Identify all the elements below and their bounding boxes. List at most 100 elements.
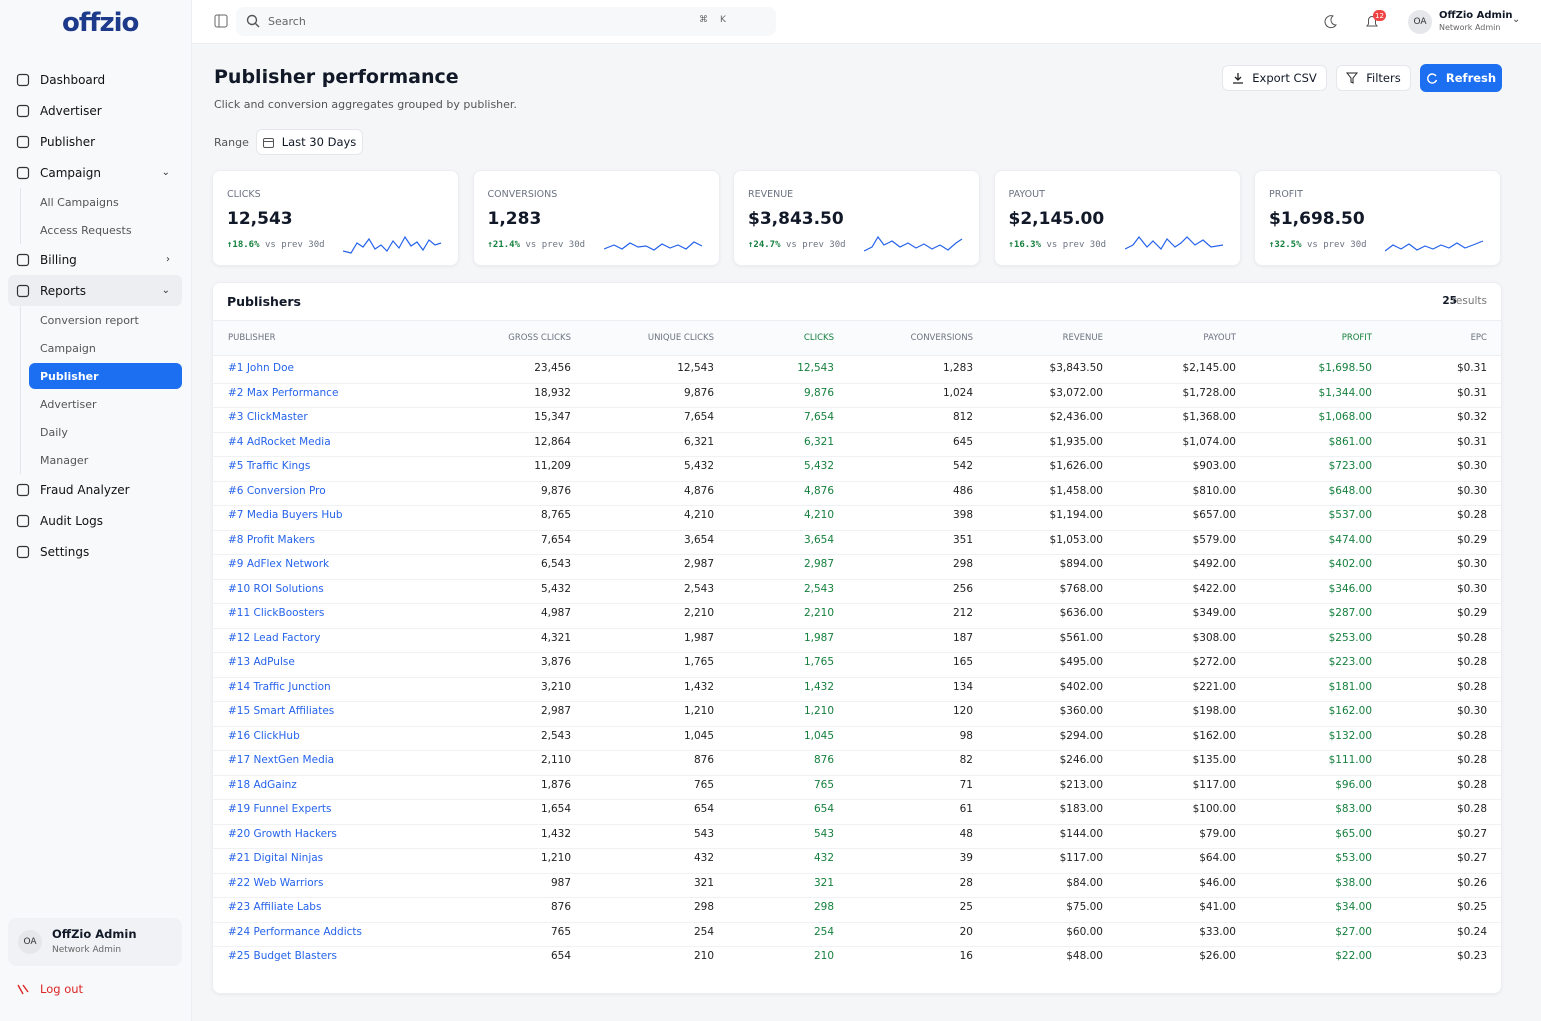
table-cell: $422.00 <box>1192 582 1236 595</box>
nav-subitem[interactable]: Access Requests <box>40 223 132 237</box>
table-cell: 1,283 <box>942 362 973 374</box>
nav-item[interactable]: Fraud Analyzer <box>8 474 182 505</box>
publisher-link[interactable]: #12 Lead Factory <box>228 631 321 644</box>
nav-item[interactable]: Publisher <box>8 126 182 157</box>
table-cell: $223.00 <box>1328 656 1372 668</box>
nav-item[interactable]: Billing › <box>8 244 182 275</box>
nav-label: Fraud Analyzer <box>40 482 130 497</box>
row-divider <box>213 799 1501 800</box>
table-cell: $308.00 <box>1192 631 1236 644</box>
table-cell: $349.00 <box>1192 607 1236 619</box>
kpi-change: ↑24.7% vs prev 30d <box>748 240 846 250</box>
nav-item[interactable]: Settings <box>8 536 182 567</box>
table-cell: $0.25 <box>1456 901 1487 913</box>
publisher-link[interactable]: #17 NextGen Media <box>228 754 335 766</box>
nav-item[interactable]: Campaign ⌄ <box>8 157 182 188</box>
publisher-link[interactable]: #11 ClickBoosters <box>228 607 325 619</box>
publisher-link[interactable]: #25 Budget Blasters <box>228 950 337 962</box>
export-button[interactable]: Export CSV <box>1222 65 1327 91</box>
table-cell: $26.00 <box>1199 950 1236 962</box>
kpi-card: PROFIT $1,698.50 ↑32.5% vs prev 30d <box>1254 170 1501 266</box>
table-cell: $1,935.00 <box>1049 435 1103 448</box>
table-cell: $221.00 <box>1192 680 1236 693</box>
nav-item[interactable]: Dashboard <box>8 64 182 95</box>
publisher-link[interactable]: #4 AdRocket Media <box>228 435 331 448</box>
nav-item[interactable]: Audit Logs <box>8 505 182 536</box>
nav-subitem[interactable]: Campaign <box>40 341 96 355</box>
table-cell: 432 <box>813 852 834 864</box>
theme-toggle[interactable] <box>1322 14 1338 30</box>
table-cell: $83.00 <box>1335 803 1372 815</box>
nav-subitem[interactable]: Conversion report <box>40 313 139 327</box>
range-picker[interactable]: Last 30 Days <box>256 129 363 155</box>
row-divider <box>213 774 1501 776</box>
table-cell: 210 <box>813 950 834 962</box>
publisher-link[interactable]: #8 Profit Makers <box>228 533 315 546</box>
table-cell: $1,626.00 <box>1049 460 1103 472</box>
publisher-link[interactable]: #3 ClickMaster <box>228 411 308 423</box>
table-cell: $3,843.50 <box>1049 362 1103 374</box>
table-cell: 298 <box>693 901 714 913</box>
user-menu-chevron[interactable]: ⌄ <box>1512 14 1521 25</box>
publisher-link[interactable]: #2 Max Performance <box>228 386 339 399</box>
table-cell: $903.00 <box>1192 460 1236 472</box>
nav-subitem[interactable]: Publisher <box>29 363 182 389</box>
publisher-link[interactable]: #21 Digital Ninjas <box>228 852 324 864</box>
refresh-button[interactable]: Refresh <box>1420 64 1502 92</box>
nav-item[interactable]: Advertiser <box>8 95 182 126</box>
search-box[interactable]: Search ⌘ K <box>236 7 776 36</box>
nav-subitem[interactable]: Advertiser <box>40 397 97 411</box>
kpi-change: ↑32.5% vs prev 30d <box>1269 240 1367 250</box>
nav-item[interactable]: Reports ⌄ <box>8 275 182 306</box>
chevron: › <box>166 254 170 265</box>
avatar[interactable]: OA <box>1408 10 1432 34</box>
kpi-value: $2,145.00 <box>1008 209 1105 229</box>
publisher-link[interactable]: #18 AdGainz <box>228 778 297 791</box>
nav-subitem[interactable]: Manager <box>40 453 89 467</box>
publisher-link[interactable]: #20 Growth Hackers <box>228 827 337 840</box>
publisher-link[interactable]: #7 Media Buyers Hub <box>228 509 343 521</box>
publisher-link[interactable]: #24 Performance Addicts <box>228 925 362 938</box>
publisher-link[interactable]: #15 Smart Affiliates <box>228 705 335 717</box>
publisher-link[interactable]: #1 John Doe <box>228 362 294 374</box>
publisher-link[interactable]: #19 Funnel Experts <box>228 803 332 815</box>
logout[interactable]: Log out <box>16 982 83 996</box>
kpi-label: CONVERSIONS <box>487 189 558 200</box>
publisher-link[interactable]: #10 ROI Solutions <box>228 582 324 595</box>
publisher-link[interactable]: #22 Web Warriors <box>228 876 324 889</box>
publisher-link[interactable]: #23 Affiliate Labs <box>228 901 322 913</box>
row-divider <box>213 701 1501 702</box>
publisher-link[interactable]: #5 Traffic Kings <box>228 460 311 472</box>
table-cell: 12,864 <box>534 435 571 448</box>
kpi-label: PROFIT <box>1269 189 1303 200</box>
nav-subitem[interactable]: All Campaigns <box>40 195 119 209</box>
table-cell: 3,210 <box>540 680 571 693</box>
table-cell: 2,210 <box>803 607 834 619</box>
table-cell: $287.00 <box>1328 607 1372 619</box>
table-cell: 254 <box>813 925 834 938</box>
publisher-link[interactable]: #13 AdPulse <box>228 656 295 668</box>
table-cell: $1,053.00 <box>1049 533 1103 546</box>
nav-subitem[interactable]: Daily <box>40 425 68 439</box>
row-divider <box>213 872 1501 874</box>
kpi-value: $1,698.50 <box>1269 209 1365 229</box>
calendar-icon <box>262 137 274 148</box>
publisher-link[interactable]: #6 Conversion Pro <box>228 484 326 497</box>
filters-button[interactable]: Filters <box>1336 65 1411 91</box>
user-card[interactable]: OA OffZio Admin Network Admin <box>8 918 182 966</box>
logout-label: Log out <box>40 982 84 996</box>
table-cell: $117.00 <box>1059 852 1103 864</box>
notifications[interactable] <box>1364 14 1380 30</box>
row-divider <box>213 382 1501 384</box>
publisher-link[interactable]: #9 AdFlex Network <box>228 558 330 570</box>
publisher-link[interactable]: #14 Traffic Junction <box>228 680 331 693</box>
table-cell: 3,654 <box>803 533 834 546</box>
sidebar-toggle[interactable] <box>214 14 228 28</box>
table-cell: 4,876 <box>683 484 714 497</box>
table-cell: 351 <box>952 533 973 546</box>
table-cell: 120 <box>952 705 973 717</box>
table-cell: $0.30 <box>1456 558 1487 570</box>
table-cell: $79.00 <box>1199 827 1236 840</box>
table-cell: $75.00 <box>1066 901 1103 913</box>
publisher-link[interactable]: #16 ClickHub <box>228 729 300 742</box>
